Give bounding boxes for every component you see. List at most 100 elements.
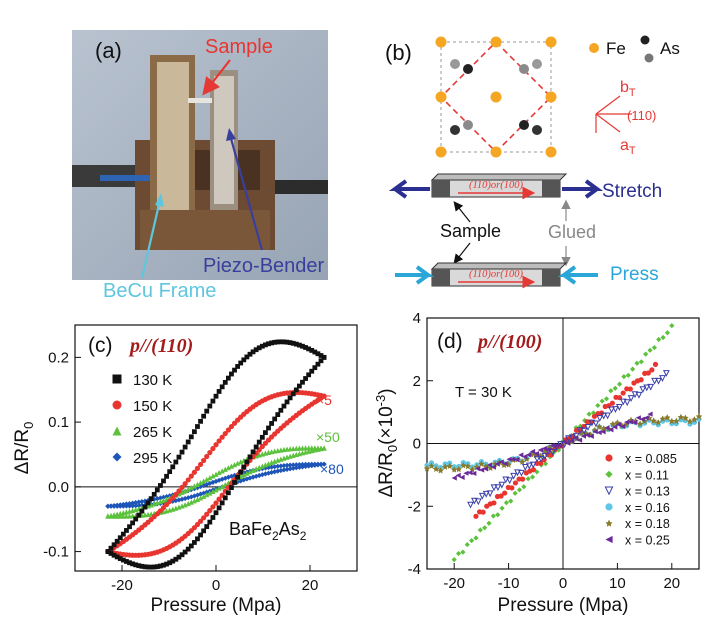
x-tick-label: 0: [559, 575, 567, 592]
legend-label: x = 0.13: [625, 485, 670, 499]
data-point: [502, 490, 507, 495]
b-axis-label: bT: [620, 79, 636, 99]
panel-d-title: p//(100): [476, 331, 542, 353]
as-atom: [450, 125, 460, 135]
panel-c-ylabel: ΔR/R0: [12, 422, 36, 475]
data-point: [186, 440, 191, 445]
fe-legend-label: Fe: [606, 39, 626, 58]
legend-label: x = 0.25: [625, 534, 670, 548]
panel-c-compound: BaFe2As2: [229, 519, 307, 543]
panel-d-ylabel: ΔR/R0(×10-3): [373, 388, 400, 497]
data-point: [201, 414, 206, 419]
data-point: [621, 374, 626, 379]
fe-atom: [436, 147, 447, 158]
data-point: [149, 496, 154, 501]
legend-label: 130 K: [133, 372, 172, 389]
as-atom: [450, 59, 460, 69]
x-tick-label: 10: [609, 575, 626, 592]
sample-annotation: Sample: [205, 36, 273, 58]
data-point: [204, 524, 209, 529]
panel-d-label: (d): [437, 330, 463, 353]
data-point: [322, 355, 327, 360]
legend-marker: [113, 453, 122, 462]
data-point: [597, 416, 602, 421]
data-point: [204, 409, 209, 414]
data-point: [195, 424, 200, 429]
data-point: [173, 460, 178, 465]
data-point: [468, 502, 473, 507]
data-point: [167, 469, 172, 474]
data-point: [152, 492, 157, 497]
data-point: [463, 471, 468, 476]
y-tick-label: 2: [413, 373, 421, 390]
data-point: [460, 550, 465, 555]
data-point: [660, 335, 665, 340]
y-tick-label: 0.1: [48, 414, 69, 431]
data-point: [465, 542, 470, 547]
x-tick-label: 20: [302, 577, 319, 594]
data-point: [223, 495, 228, 500]
data-point: [272, 417, 277, 422]
data-point: [639, 377, 644, 382]
y-tick-label: 0.2: [48, 349, 69, 366]
y-tick-label: 0: [413, 436, 421, 453]
data-point: [251, 449, 256, 454]
sample-label: Sample: [440, 221, 501, 241]
data-point: [613, 386, 618, 391]
panel-c-title: p//(110): [128, 335, 193, 357]
y-tick-label: -0.1: [43, 544, 69, 561]
press-label: Press: [610, 264, 659, 285]
data-point: [198, 419, 203, 424]
data-point: [143, 505, 148, 510]
legend-marker: [605, 520, 612, 527]
data-point: [608, 388, 613, 393]
data-point: [241, 465, 246, 470]
data-point: [452, 557, 457, 562]
data-point: [164, 474, 169, 479]
data-point: [508, 499, 513, 504]
data-point: [507, 478, 512, 483]
data-point: [628, 386, 633, 391]
data-point: [183, 445, 188, 450]
data-point: [517, 487, 522, 492]
data-point: [495, 485, 500, 490]
fe-atom: [436, 37, 447, 48]
data-point: [155, 488, 160, 493]
data-point: [605, 413, 610, 418]
legend-marker: [113, 401, 122, 410]
panel-c-label: (c): [88, 334, 113, 357]
x-tick-label: -20: [443, 575, 465, 592]
data-point: [640, 387, 645, 392]
data-point: [647, 348, 652, 353]
fe-atom: [436, 92, 447, 103]
stretch-bar: (110)or(100) Stretch: [395, 174, 662, 202]
data-point: [648, 384, 653, 389]
legend-marker: [113, 375, 122, 384]
data-point: [217, 505, 222, 510]
data-point: [473, 514, 478, 519]
legend-label: x = 0.16: [625, 501, 670, 515]
data-point: [226, 376, 231, 381]
data-point: [198, 533, 203, 538]
legend-marker: [605, 487, 612, 494]
legend-label: 265 K: [133, 424, 172, 441]
y-tick-label: 4: [413, 310, 421, 327]
fe-atom: [491, 147, 502, 158]
data-point: [481, 510, 486, 515]
as-atom: [519, 120, 529, 130]
legend-marker: [605, 536, 612, 543]
data-point: [499, 506, 504, 511]
panel-d-annotation: T = 30 K: [455, 384, 512, 401]
data-point: [656, 378, 661, 383]
a-axis-label: aT: [620, 137, 636, 157]
data-point: [478, 527, 483, 532]
x-tick-label: -20: [111, 577, 133, 594]
data-point: [214, 394, 219, 399]
legend-marker: [605, 503, 612, 510]
data-point: [266, 426, 271, 431]
data-point: [161, 479, 166, 484]
data-point: [223, 380, 228, 385]
data-point: [217, 389, 222, 394]
data-point: [521, 484, 526, 489]
